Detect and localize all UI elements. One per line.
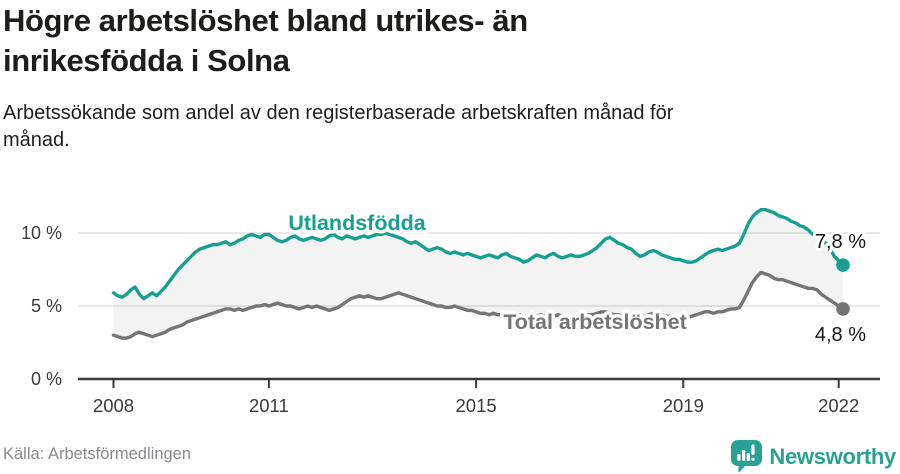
series-line-total: [111, 270, 845, 340]
y-tick-label: 0 %: [31, 369, 62, 389]
end-dot-utlandsfodda: [836, 258, 850, 272]
between-series-band: [113, 209, 843, 339]
y-axis-labels: 0 % 5 % 10 %: [21, 223, 62, 389]
x-axis: 2008 2011 2015 2019 2022: [78, 377, 880, 416]
newsworthy-logo: Newsworthy: [731, 440, 896, 473]
end-value-label-utlandsfodda: 7,8 %: [815, 231, 866, 253]
end-dot-total: [836, 302, 850, 316]
grid-lines: [78, 232, 880, 307]
series-label-utlandsfodda: Utlandsfödda: [288, 211, 426, 235]
page-subtitle: Arbetssökande som andel av den registerb…: [3, 102, 674, 151]
x-tick-label: 2019: [663, 395, 704, 416]
x-tick-label: 2022: [818, 395, 859, 416]
series-label-total: Total arbetslöshet: [503, 310, 687, 334]
newsworthy-bubble-chart-icon: [731, 440, 763, 473]
x-tick-label: 2008: [93, 395, 134, 416]
x-tick-label: 2011: [249, 395, 289, 416]
page-title: Högre arbetslöshet bland utrikes- än inr…: [3, 3, 528, 79]
x-tick-label: 2015: [456, 395, 497, 416]
y-tick-label: 10 %: [21, 223, 62, 243]
series-line-utlandsfodda: [111, 207, 845, 301]
source-note: Källa: Arbetsförmedlingen: [3, 445, 192, 463]
end-value-label-total: 4,8 %: [815, 324, 866, 346]
newsworthy-wordmark: Newsworthy: [769, 443, 896, 469]
y-tick-label: 5 %: [31, 296, 62, 316]
